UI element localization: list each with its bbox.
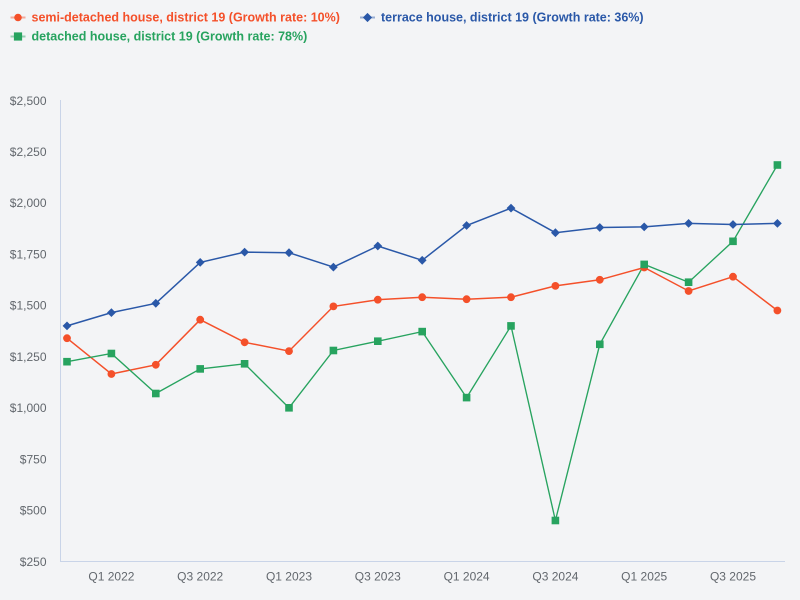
svg-text:$250: $250 — [20, 555, 47, 569]
svg-text:Q3 2024: Q3 2024 — [532, 569, 578, 583]
svg-text:detached house, district 19 (G: detached house, district 19 (Growth rate… — [32, 30, 308, 44]
svg-text:$500: $500 — [20, 504, 47, 518]
svg-text:$750: $750 — [20, 452, 47, 466]
svg-text:$2,500: $2,500 — [10, 94, 47, 108]
svg-text:Q1 2024: Q1 2024 — [444, 569, 490, 583]
svg-text:Q3 2025: Q3 2025 — [710, 569, 756, 583]
svg-text:$2,000: $2,000 — [10, 196, 47, 210]
svg-text:Q3 2022: Q3 2022 — [177, 569, 223, 583]
svg-text:Q3 2023: Q3 2023 — [355, 569, 401, 583]
svg-text:Q1 2022: Q1 2022 — [88, 569, 134, 583]
svg-text:Q1 2023: Q1 2023 — [266, 569, 312, 583]
svg-text:$1,250: $1,250 — [10, 350, 47, 364]
svg-text:Q1 2025: Q1 2025 — [621, 569, 667, 583]
svg-text:$1,500: $1,500 — [10, 299, 47, 313]
svg-text:$1,750: $1,750 — [10, 248, 47, 262]
svg-text:terrace house, district 19 (Gr: terrace house, district 19 (Growth rate:… — [381, 11, 644, 25]
svg-text:$2,250: $2,250 — [10, 145, 47, 159]
svg-text:$1,000: $1,000 — [10, 401, 47, 415]
svg-text:semi-detached house, district: semi-detached house, district 19 (Growth… — [32, 11, 340, 25]
